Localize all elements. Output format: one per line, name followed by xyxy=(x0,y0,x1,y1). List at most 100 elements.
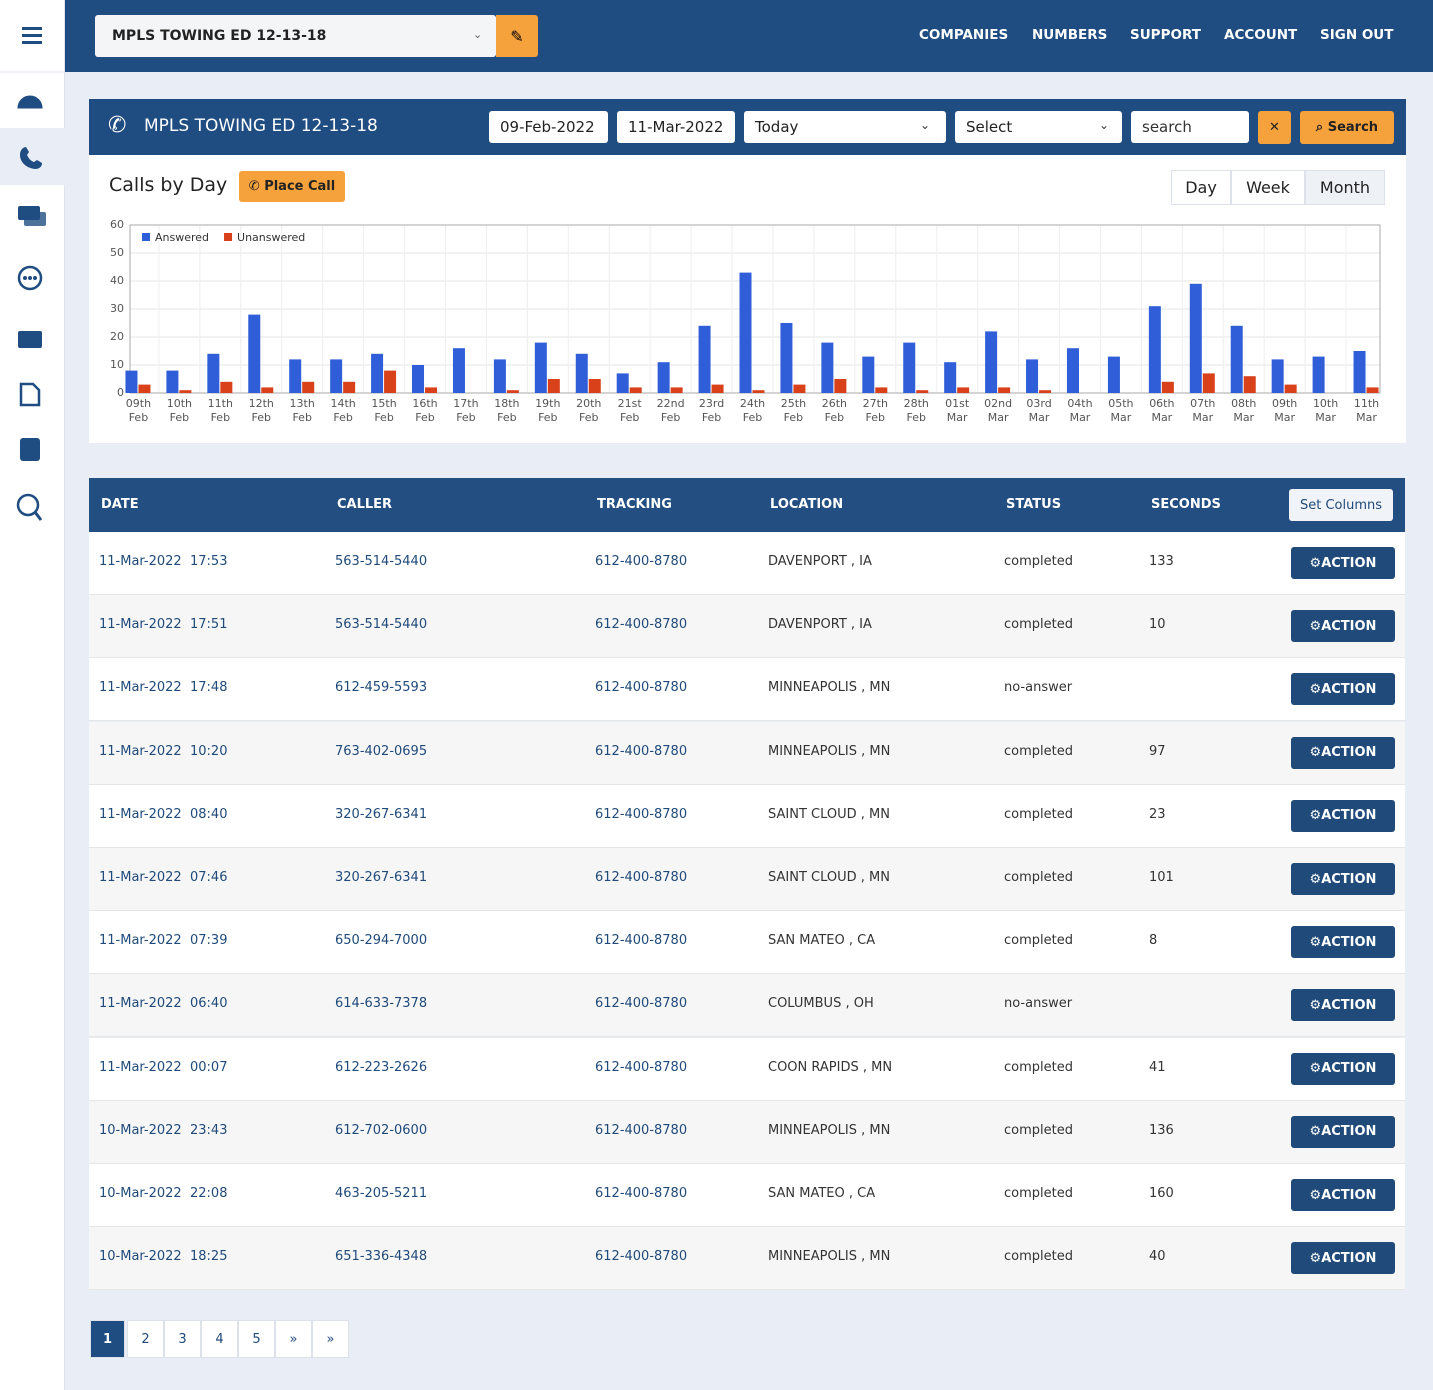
page-button[interactable]: » xyxy=(312,1320,349,1358)
search-button[interactable]: ⌕ Search xyxy=(1300,111,1394,144)
action-button[interactable]: ⚙ ACTION xyxy=(1291,1242,1395,1275)
tracking[interactable]: 612-400-8780 xyxy=(595,1122,688,1138)
date[interactable]: 11-Mar-2022 xyxy=(99,743,182,759)
place-call-button[interactable]: ✆ Place Call xyxy=(239,171,345,202)
action-button[interactable]: ⚙ ACTION xyxy=(1291,863,1395,895)
tracking[interactable]: 612-400-8780 xyxy=(595,806,688,822)
bar xyxy=(821,342,834,393)
action-button[interactable]: ⚙ ACTION xyxy=(1291,989,1395,1022)
caller[interactable]: 320-267-6341 xyxy=(335,870,428,885)
action-button[interactable]: ⚙ ACTION xyxy=(1291,610,1395,643)
clear-button[interactable]: ✕ xyxy=(1258,111,1291,144)
action-button[interactable]: ⚙ ACTION xyxy=(1291,736,1395,769)
date[interactable]: 10-Mar-2022 xyxy=(99,1186,182,1201)
caller[interactable]: 612-702-0600 xyxy=(335,1122,428,1138)
search-input[interactable]: search xyxy=(1131,111,1249,143)
date[interactable]: 11-Mar-2022 xyxy=(99,680,182,696)
date[interactable]: 11-Mar-2022 xyxy=(99,617,182,633)
tracking[interactable]: 612-400-8780 xyxy=(595,617,688,633)
caller[interactable]: 463-205-5211 xyxy=(335,1186,428,1201)
action-button[interactable]: ⚙ ACTION xyxy=(1291,1115,1395,1148)
tracking[interactable]: 612-400-8780 xyxy=(595,996,688,1012)
caller[interactable]: 650-294-7000 xyxy=(335,933,428,949)
date[interactable]: 11-Mar-2022 xyxy=(99,996,182,1012)
date-to[interactable]: 11-Mar-2022 xyxy=(617,111,735,143)
seconds: 10 xyxy=(1149,617,1166,633)
date-from[interactable]: 09-Feb-2022 xyxy=(489,111,608,143)
sidebar-icons[interactable] xyxy=(0,0,65,540)
tracking[interactable]: 612-400-8780 xyxy=(595,554,688,569)
tracking[interactable]: 612-400-8780 xyxy=(595,1059,688,1075)
bar xyxy=(739,272,752,393)
page-button[interactable]: 5 xyxy=(238,1320,275,1358)
action-button[interactable]: ⚙ ACTION xyxy=(1291,1179,1395,1211)
view-button[interactable]: Week xyxy=(1231,170,1305,205)
nav-link[interactable]: COMPANIES xyxy=(919,27,1009,43)
tracking[interactable]: 612-400-8780 xyxy=(595,1186,688,1201)
action-button[interactable]: ⚙ ACTION xyxy=(1291,1052,1395,1085)
action-button[interactable]: ⚙ ACTION xyxy=(1291,673,1395,706)
filter-select[interactable]: Select xyxy=(955,111,1122,143)
seconds: 97 xyxy=(1149,743,1166,759)
seconds: 160 xyxy=(1149,1186,1174,1201)
action-button[interactable]: ⚙ ACTION xyxy=(1291,547,1395,579)
page-button[interactable]: 1 xyxy=(90,1320,125,1358)
time[interactable]: 08:40 xyxy=(190,806,228,822)
time[interactable]: 06:40 xyxy=(190,996,228,1012)
time[interactable]: 17:51 xyxy=(190,617,228,633)
page-button[interactable]: 2 xyxy=(127,1320,164,1358)
page-button[interactable]: 3 xyxy=(164,1320,201,1358)
nav-link[interactable]: NUMBERS xyxy=(1032,27,1108,43)
date[interactable]: 10-Mar-2022 xyxy=(99,1249,182,1265)
company-select[interactable]: MPLS TOWING ED 12-13-18 xyxy=(95,15,496,57)
y-tick-label: 40 xyxy=(110,274,124,287)
nav-link[interactable]: SUPPORT xyxy=(1130,27,1201,43)
caller[interactable]: 651-336-4348 xyxy=(335,1249,428,1265)
caller[interactable]: 563-514-5440 xyxy=(335,554,428,569)
action-button[interactable]: ⚙ ACTION xyxy=(1291,799,1395,832)
set-columns-button[interactable]: Set Columns xyxy=(1289,489,1393,521)
nav-link[interactable]: SIGN OUT xyxy=(1320,27,1394,43)
nav-link[interactable]: ACCOUNT xyxy=(1224,27,1298,43)
edit-button[interactable]: ✎ xyxy=(496,15,538,57)
caller[interactable]: 612-459-5593 xyxy=(335,680,428,696)
date[interactable]: 11-Mar-2022 xyxy=(99,933,182,949)
bar xyxy=(534,342,547,393)
caller[interactable]: 563-514-5440 xyxy=(335,617,428,633)
status: completed xyxy=(1004,554,1073,569)
date[interactable]: 11-Mar-2022 xyxy=(99,806,182,822)
view-button[interactable]: Month xyxy=(1305,170,1385,205)
page-button[interactable]: » xyxy=(275,1320,312,1358)
caller[interactable]: 320-267-6341 xyxy=(335,806,428,822)
status: completed xyxy=(1004,1122,1073,1138)
table-row xyxy=(89,1227,1405,1291)
time[interactable]: 23:43 xyxy=(190,1122,228,1138)
search-label: Search xyxy=(1327,120,1379,135)
time[interactable]: 07:46 xyxy=(190,870,228,885)
page-button[interactable]: 4 xyxy=(201,1320,238,1358)
action-button[interactable]: ⚙ ACTION xyxy=(1291,926,1395,959)
time[interactable]: 22:08 xyxy=(190,1186,228,1201)
time[interactable]: 10:20 xyxy=(190,743,228,759)
time[interactable]: 17:53 xyxy=(190,554,228,569)
tracking[interactable]: 612-400-8780 xyxy=(595,680,688,696)
time[interactable]: 17:48 xyxy=(190,680,228,696)
range-select[interactable]: Today xyxy=(744,111,946,143)
date[interactable]: 11-Mar-2022 xyxy=(99,554,182,569)
time[interactable]: 18:25 xyxy=(190,1249,228,1265)
caller[interactable]: 612-223-2626 xyxy=(335,1059,428,1075)
time[interactable]: 07:39 xyxy=(190,933,228,949)
date[interactable]: 10-Mar-2022 xyxy=(99,1122,182,1138)
time[interactable]: 00:07 xyxy=(190,1059,228,1075)
column-header: STATUS xyxy=(1006,497,1062,512)
tracking[interactable]: 612-400-8780 xyxy=(595,743,688,759)
date[interactable]: 11-Mar-2022 xyxy=(99,1059,182,1075)
caller[interactable]: 763-402-0695 xyxy=(335,743,428,759)
bar xyxy=(875,387,888,393)
tracking[interactable]: 612-400-8780 xyxy=(595,870,688,885)
date[interactable]: 11-Mar-2022 xyxy=(99,870,182,885)
tracking[interactable]: 612-400-8780 xyxy=(595,933,688,949)
view-button[interactable]: Day xyxy=(1171,170,1231,205)
caller[interactable]: 614-633-7378 xyxy=(335,996,428,1012)
tracking[interactable]: 612-400-8780 xyxy=(595,1249,688,1265)
